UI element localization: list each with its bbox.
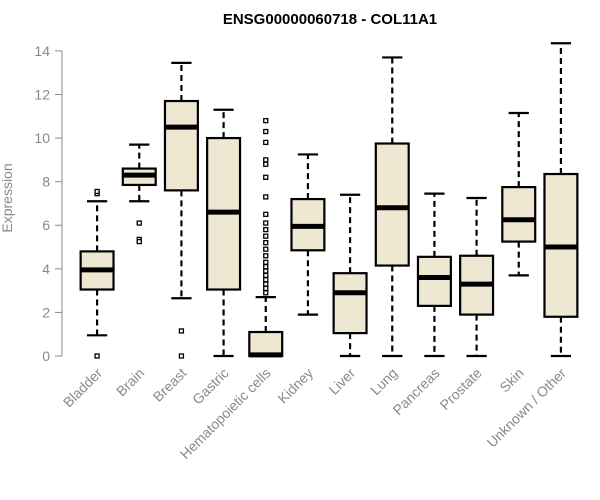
box-skin <box>501 111 537 277</box>
outlier-point <box>263 290 269 296</box>
y-tick-label: 10 <box>34 130 50 146</box>
box-pancreas <box>416 192 452 358</box>
y-tick-label: 4 <box>42 261 50 277</box>
outlier-point <box>263 117 269 124</box>
box-hematopoietic-cells <box>248 117 284 358</box>
x-tick-label: Breast <box>150 365 190 405</box>
x-tick-label: Kidney <box>274 365 316 407</box>
box-body <box>501 186 537 243</box>
outlier-point <box>263 128 269 135</box>
outlier-point <box>263 263 269 270</box>
outlier-point <box>263 211 269 217</box>
box-body <box>248 330 284 358</box>
outlier-point <box>263 220 269 226</box>
box-body <box>163 99 199 192</box>
outlier-point <box>94 188 100 195</box>
box-unknown-other <box>543 42 579 358</box>
outlier-point <box>178 353 185 359</box>
outlier-point <box>263 246 269 252</box>
box-lung <box>374 56 410 358</box>
chart-title: ENSG00000060718 - COL11A1 <box>223 11 437 28</box>
box-kidney <box>290 153 326 316</box>
x-tick-label: Liver <box>325 365 358 398</box>
y-tick-label: 2 <box>42 304 50 320</box>
box-breast <box>163 61 199 359</box>
x-tick-label: Bladder <box>60 365 106 411</box>
outlier-point <box>263 272 269 279</box>
y-tick-label: 6 <box>42 217 50 233</box>
box-liver <box>332 193 368 358</box>
outlier-point <box>136 220 142 226</box>
y-tick-label: 8 <box>42 174 50 190</box>
outlier-point <box>263 226 269 233</box>
x-tick-label: Brain <box>113 365 147 399</box>
box-body <box>416 255 452 307</box>
box-gastric <box>206 108 242 358</box>
outlier-point <box>263 277 269 283</box>
outlier-point <box>263 240 269 246</box>
box-body <box>332 272 368 335</box>
y-axis: 0 2 4 6 8 10 12 14 <box>34 43 63 364</box>
outlier-point <box>263 281 269 287</box>
outlier-point <box>263 285 269 292</box>
x-tick-label: Lung <box>367 365 400 398</box>
y-axis-label: Expression <box>0 163 15 232</box>
outlier-point <box>263 268 269 274</box>
box-brain <box>121 143 157 245</box>
box-body <box>374 142 410 267</box>
x-tick-label: Skin <box>496 365 527 396</box>
y-tick-label: 12 <box>34 86 50 102</box>
y-tick-label: 0 <box>42 348 50 364</box>
outlier-point <box>263 161 269 167</box>
boxes-group <box>79 42 579 359</box>
x-tick-label: Unknown / Other <box>483 365 569 451</box>
x-tick-label: Prostate <box>437 365 485 413</box>
box-bladder <box>79 188 115 359</box>
outlier-point <box>263 259 269 265</box>
outlier-point <box>178 328 185 334</box>
outlier-point <box>263 157 269 163</box>
y-tick-label: 14 <box>34 43 50 59</box>
outlier-point <box>263 139 269 146</box>
outlier-point <box>263 174 269 180</box>
outlier-point <box>263 253 269 259</box>
box-prostate <box>459 196 495 358</box>
outlier-point <box>263 194 269 200</box>
outlier-point <box>136 238 142 245</box>
x-tick-label: Pancreas <box>389 365 442 418</box>
outlier-point <box>263 233 269 239</box>
outlier-point <box>94 353 100 359</box>
